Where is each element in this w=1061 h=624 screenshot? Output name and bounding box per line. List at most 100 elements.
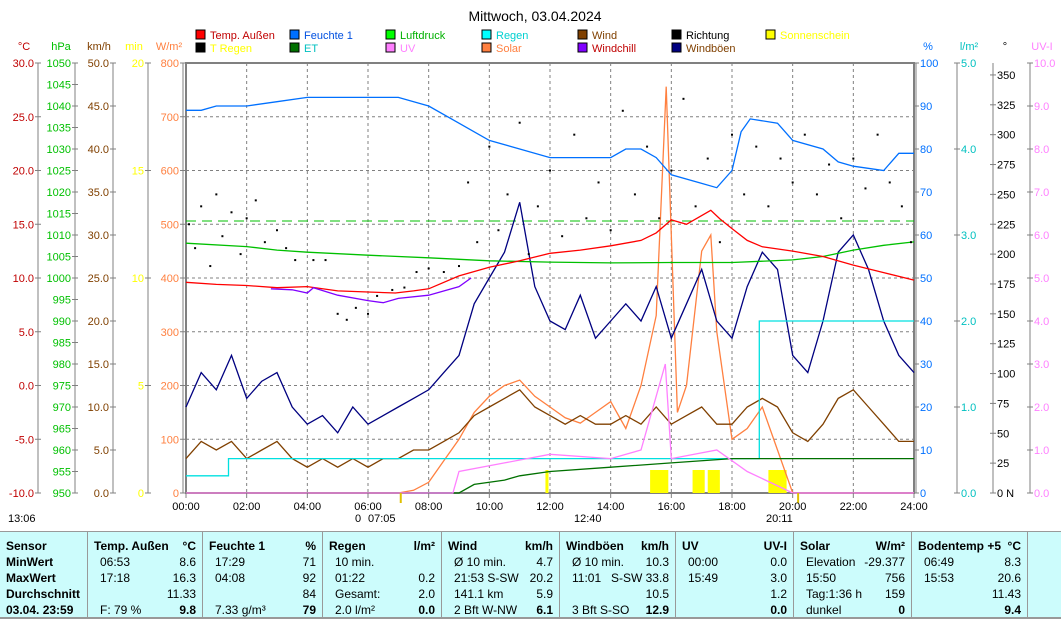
series-regen (186, 320, 914, 477)
axis-tick-label: 225 (997, 219, 1015, 231)
series-luftdruck (185, 241, 915, 264)
table-cell: 15:53 (924, 571, 955, 585)
axis-unit-label: km/h (87, 41, 111, 53)
axis-tick-label: 980 (53, 359, 71, 371)
direction-point (682, 97, 685, 100)
direction-point (633, 193, 636, 196)
axis-tick-label: 1.0 (1034, 445, 1049, 457)
direction-point (324, 259, 327, 262)
legend-label: ET (304, 43, 318, 55)
legend-label: Solar (496, 43, 522, 55)
table-cell: 11:01 (572, 571, 602, 585)
axis-tick-label: 25.0 (13, 112, 34, 124)
table-cell: km/h (524, 539, 553, 553)
direction-point (345, 318, 348, 321)
table-cell: UV-I (763, 539, 787, 553)
axis-tick-label: 0 (173, 488, 179, 500)
direction-point (376, 294, 379, 297)
x-tick-label: 02:00 (233, 501, 261, 513)
legend-swatch (671, 42, 682, 53)
x-tick-label: 04:00 (294, 501, 322, 513)
table-cell: 04:08 (215, 571, 246, 585)
legend-label: Luftdruck (400, 30, 446, 42)
axis-tick-label: 1015 (47, 209, 71, 221)
axis-tick-label: 5.0 (94, 445, 109, 457)
axis-tick-label: 1020 (47, 187, 71, 199)
legend-label: Feuchte 1 (304, 30, 353, 42)
table-cell: MaxWert (6, 571, 56, 585)
axis-unit-label: min (125, 41, 143, 53)
legend-swatch (195, 29, 206, 40)
axis-tick-label: 5.0 (1034, 273, 1049, 285)
legend-label: Richtung (686, 30, 729, 42)
direction-point (294, 259, 297, 262)
axis-tick-label: 40.0 (88, 144, 109, 156)
table-column: UV UV-I 00:00 0.0 15:49 3.0 1.2 0.0 (676, 532, 794, 617)
direction-point (188, 223, 191, 226)
axis-unit-label: l/m² (960, 41, 979, 53)
x-tick-label: 22:00 (840, 501, 868, 513)
table-cell: °C (1007, 539, 1021, 553)
direction-point (779, 157, 782, 160)
table-column: Solar W/m² Elevation -29.377 15:50 756 Tag:1:3… (794, 532, 912, 617)
table-cell: Regen (329, 539, 366, 553)
axis-tick-label: 0 N (997, 488, 1014, 500)
table-cell: Gesamt: (335, 587, 381, 601)
legend-swatch (765, 29, 776, 40)
table-cell: 21:53 S-SW (454, 571, 519, 585)
direction-point (815, 193, 818, 196)
axis-tick-label: 995 (53, 295, 71, 307)
table-cell: Solar (800, 539, 831, 553)
table-cell: 03.04. 23:59 (6, 603, 74, 617)
table-cell: 141.1 km (454, 587, 504, 601)
table-cell: Temp. Außen (94, 539, 169, 553)
sunshine-bar (768, 470, 787, 493)
table-cell: 92 (302, 571, 316, 585)
table-column: Temp. Außen °C 06:53 8.6 17:18 16.3 11.33 F: 79… (88, 532, 203, 617)
x-axis: 00:00 02:00 04:00 06:00 08:00 10:00 12:00 14:00… (172, 493, 928, 513)
moonrise-time: 13:06 (8, 513, 36, 525)
direction-point (731, 133, 733, 136)
axis-tick-label: 1030 (47, 144, 71, 156)
series-windböen (185, 202, 915, 434)
table-cell: 84 (302, 587, 316, 601)
direction-point (864, 187, 867, 190)
axis-tick-label: 30.0 (13, 58, 34, 70)
legend-label: Windböen (686, 43, 736, 55)
legend-swatch (671, 29, 682, 40)
table-cell: MinWert (6, 555, 54, 569)
axis-tick-label: 975 (53, 381, 71, 393)
axis-tick-label: 45.0 (88, 101, 109, 113)
direction-point (215, 193, 218, 196)
direction-point (458, 265, 460, 268)
direction-point (518, 121, 521, 124)
axis-tick-label: 6.0 (1034, 230, 1049, 242)
axis-tick-label: 15 (132, 166, 144, 178)
axis-tick-label: 985 (53, 338, 71, 350)
x-tick-label: 10:00 (476, 501, 504, 513)
axis-tick-label: 200 (997, 249, 1015, 261)
axis-tick-label: 35.0 (88, 187, 109, 199)
table-cell: 15:50 (806, 571, 837, 585)
legend-swatch (481, 42, 492, 53)
axis-tick-label: 1000 (47, 273, 71, 285)
axis-tick-label: 325 (997, 100, 1015, 112)
table-cell: 16.3 (172, 571, 196, 585)
axis-tick-label: 2.0 (1034, 402, 1049, 414)
axis-tick-label: 10 (132, 273, 144, 285)
table-cell: 10.3 (645, 555, 669, 569)
axis-tick-label: 400 (161, 273, 179, 285)
direction-point (876, 133, 879, 136)
axis-tick-label: 100 (161, 434, 179, 446)
table-cell: Tag:1:36 h (806, 587, 863, 601)
axis-tick-label: 1035 (47, 123, 71, 135)
table-cell: Bodentemp +5 (918, 539, 1002, 553)
direction-point (527, 253, 530, 256)
axis-tick-label: 0.0 (1034, 488, 1049, 500)
table-column: Wind km/h Ø 10 min. 4.7 21:53 S-SW 20.2 141.1 … (442, 532, 560, 617)
axis-unit-label: °C (18, 41, 30, 53)
direction-point (476, 241, 479, 244)
table-cell: Elevation (806, 555, 856, 569)
axis-tick-label: 955 (53, 467, 71, 479)
